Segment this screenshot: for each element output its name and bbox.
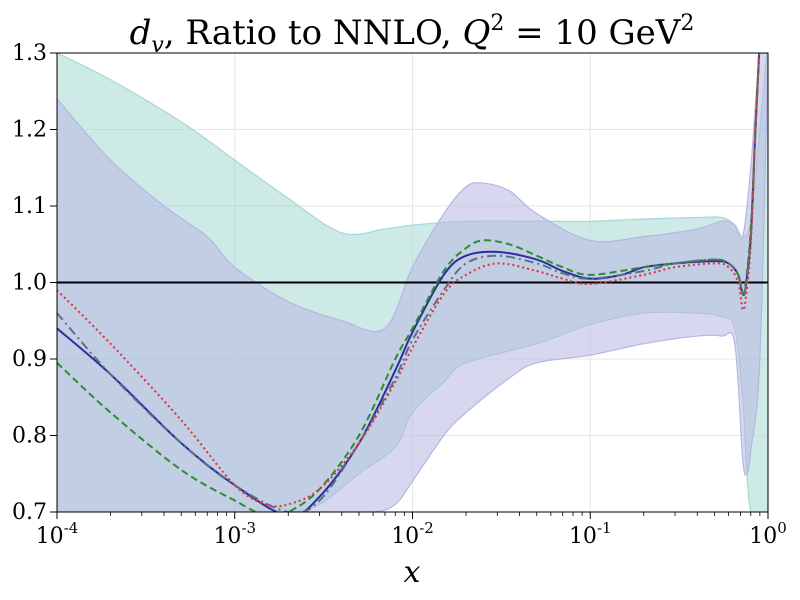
title-eq: = 10 GeV <box>504 13 681 53</box>
x-tick-exponent: -1 <box>597 519 612 537</box>
title-sup2: 2 <box>680 11 694 36</box>
x-tick-base: 10 <box>569 524 597 549</box>
y-tick-label: 0.9 <box>12 347 47 372</box>
x-tick-label: 10-1 <box>569 519 612 549</box>
x-tick-exponent: -4 <box>64 519 79 537</box>
x-tick-base: 10 <box>36 524 64 549</box>
x-tick-exponent: 0 <box>777 519 787 537</box>
x-tick-exponent: -2 <box>419 519 434 537</box>
series-line-2 <box>57 53 761 512</box>
title-var: d <box>130 13 152 53</box>
y-tick-label: 1.2 <box>12 118 47 143</box>
x-tick-label: 10-4 <box>36 519 79 549</box>
x-tick-label: 100 <box>749 519 787 549</box>
title-sup1: 2 <box>490 11 504 36</box>
x-tick-label: 10-2 <box>391 519 434 549</box>
y-tick-label: 0.7 <box>12 500 47 525</box>
x-tick-label: 10-3 <box>213 519 256 549</box>
x-axis-label: x <box>404 555 421 590</box>
y-axis-ticks: 0.7 0.8 0.9 1.0 1.1 1.2 1.3 <box>12 41 57 525</box>
series-line-4 <box>57 53 761 508</box>
x-axis-ticks: 10-4 10-3 10-2 10-1 100 <box>36 512 787 549</box>
y-tick-label: 1.3 <box>12 41 47 66</box>
y-tick-label: 0.8 <box>12 424 47 449</box>
x-tick-base: 10 <box>213 524 241 549</box>
y-tick-label: 1.1 <box>12 194 47 219</box>
chart-title: dv, Ratio to NNLO, Q2 = 10 GeV2 <box>130 11 695 58</box>
x-tick-base: 10 <box>391 524 419 549</box>
series-lines <box>57 53 761 512</box>
x-tick-base: 10 <box>749 524 777 549</box>
title-text: , Ratio to NNLO, <box>164 13 463 53</box>
y-tick-label: 1.0 <box>12 271 47 296</box>
x-tick-exponent: -3 <box>241 519 256 537</box>
title-sub: v <box>151 33 164 58</box>
title-q: Q <box>462 13 490 53</box>
